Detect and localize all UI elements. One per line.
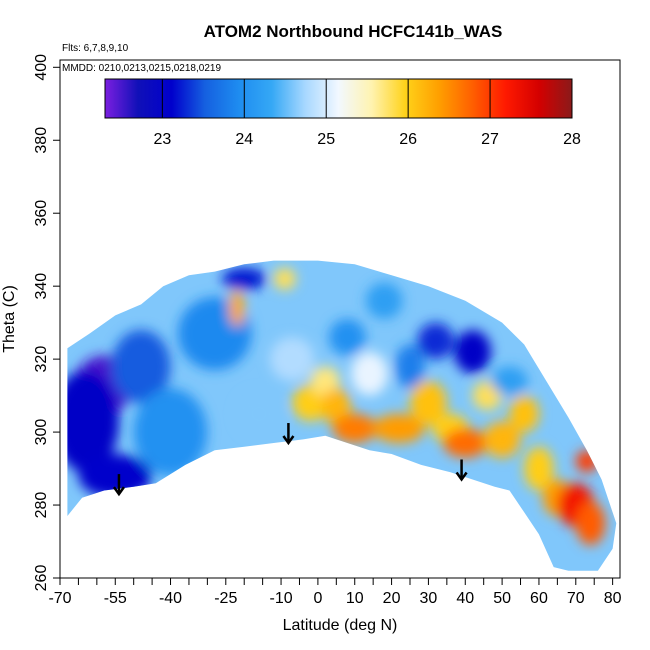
x-axis-label: Latitude (deg N): [283, 617, 398, 634]
field-patch: [222, 267, 267, 290]
field-patch: [273, 267, 296, 290]
x-tick-label: 60: [530, 590, 548, 607]
colorbar-tick-label: 28: [563, 131, 581, 148]
data-field: [67, 260, 617, 571]
field-patch: [575, 450, 598, 473]
y-tick-label: 320: [33, 346, 50, 373]
x-tick-label: 20: [383, 590, 401, 607]
x-axis: -70 -55 -40 -25 -10 0 10 20 30 40 50 60 70 80: [48, 578, 622, 607]
y-tick-label: 340: [33, 273, 50, 300]
x-tick-label: -40: [159, 590, 182, 607]
field-patch: [236, 391, 282, 436]
field-patch: [410, 381, 447, 425]
field-patch: [483, 421, 521, 458]
y-tick-label: 400: [33, 54, 50, 81]
field-patch: [443, 428, 488, 458]
marker-arrow: [282, 423, 295, 446]
x-tick-label: 40: [456, 590, 474, 607]
y-axis: 260 280 300 320 340 360 380 400: [33, 54, 60, 592]
x-tick-label: 10: [346, 590, 364, 607]
colorbar-tick-label: 23: [153, 131, 171, 148]
dates-note: MMDD: 0210,0213,0215,0218,0219: [62, 63, 221, 74]
field-patch: [78, 453, 153, 498]
field-base: [67, 260, 617, 571]
x-tick-label: -10: [269, 590, 292, 607]
x-tick-label: -70: [48, 590, 71, 607]
chart-title: ATOM2 Northbound HCFC141b_WAS: [204, 22, 503, 41]
field-patch: [67, 370, 119, 473]
field-patch: [328, 319, 366, 356]
field-patch: [332, 413, 377, 444]
x-tick-label: -25: [214, 590, 237, 607]
field-patch: [365, 282, 403, 319]
y-axis-label: Theta (C): [1, 285, 18, 353]
field-patch: [454, 329, 492, 374]
field-patch: [509, 395, 539, 433]
field-patch: [524, 446, 554, 491]
plot-frame: [59, 59, 621, 579]
field-patch: [351, 351, 388, 396]
field-patch: [395, 344, 425, 389]
colorbar: 23 24 25 26 27 28: [104, 78, 581, 148]
x-tick-label: 50: [493, 590, 511, 607]
marker-arrow: [112, 474, 125, 497]
field-patch: [111, 329, 171, 403]
field-patch: [270, 337, 315, 382]
colorbar-tick-label: 25: [317, 131, 335, 148]
colorbar-tick-label: 27: [481, 131, 499, 148]
flights-note: Flts: 6,7,8,9,10: [62, 43, 129, 54]
field-patch: [575, 501, 606, 546]
x-tick-label: 30: [420, 590, 438, 607]
colorbar-tick-label: 26: [399, 131, 417, 148]
field-patch: [133, 388, 208, 476]
x-tick-label: -55: [104, 590, 127, 607]
x-tick-label: 70: [567, 590, 585, 607]
x-tick-label: 80: [604, 590, 622, 607]
field-patch: [417, 322, 455, 360]
field-patch: [321, 388, 352, 425]
y-tick-label: 300: [33, 419, 50, 446]
colorbar-tick-label: 24: [235, 131, 253, 148]
field-patch: [373, 413, 425, 444]
y-tick-label: 380: [33, 127, 50, 154]
field-patch: [229, 289, 245, 327]
x-tick-label: 0: [313, 590, 322, 607]
field-patch: [491, 366, 528, 396]
field-patch: [310, 366, 340, 396]
marker-arrow: [455, 459, 468, 482]
y-tick-label: 280: [33, 492, 50, 519]
colorbar-gradient: [104, 78, 573, 119]
y-tick-label: 260: [33, 565, 50, 592]
y-tick-label: 360: [33, 200, 50, 227]
